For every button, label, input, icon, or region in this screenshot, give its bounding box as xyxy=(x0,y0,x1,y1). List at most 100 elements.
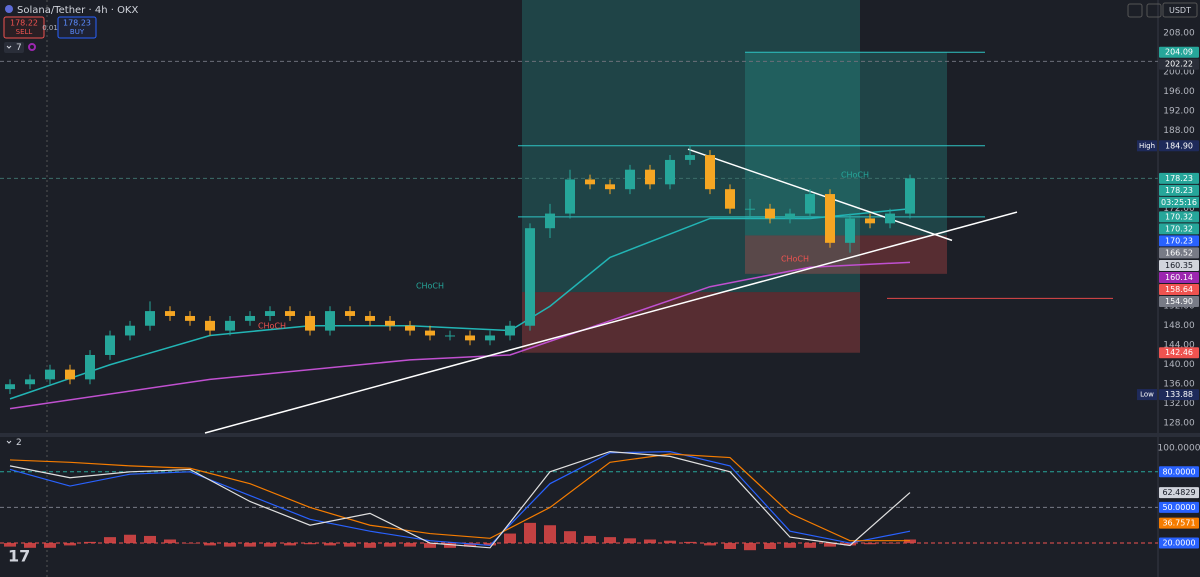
fullscreen-button[interactable] xyxy=(1146,3,1162,18)
chevron xyxy=(6,45,12,49)
candle-body xyxy=(205,320,215,331)
candle-body xyxy=(585,179,595,185)
histogram-bar xyxy=(224,543,236,547)
annotation: CHoCH xyxy=(781,255,809,264)
extreme-label: Low xyxy=(1140,391,1154,399)
sell-button[interactable] xyxy=(3,16,45,39)
buy-price: 178.23 xyxy=(63,19,91,28)
histogram-bar xyxy=(4,543,16,547)
currency-selector[interactable] xyxy=(1162,2,1198,18)
indicator-toggle[interactable] xyxy=(4,42,24,53)
candle-body xyxy=(865,218,875,224)
histogram-bar xyxy=(484,543,496,546)
candle-body xyxy=(445,335,455,337)
price-tag-label: 184.90 xyxy=(1165,141,1193,150)
candle-body xyxy=(145,311,155,326)
price-tag xyxy=(1159,296,1199,308)
candle-body xyxy=(485,335,495,341)
candle-body xyxy=(185,315,195,321)
sell-label: SELL xyxy=(16,28,33,36)
candle-body xyxy=(665,159,675,185)
price-tag-label: 133.88 xyxy=(1165,390,1193,399)
histogram-bar xyxy=(724,543,736,549)
oscillator-line xyxy=(9,451,911,547)
price-tag-label: 62.4829 xyxy=(1162,488,1195,497)
annotation: CHoCH xyxy=(841,171,869,180)
price-tag xyxy=(1159,272,1199,284)
histogram-bar xyxy=(444,543,456,548)
y-tick-label: 192.00 xyxy=(1163,107,1195,117)
candle-body xyxy=(125,325,135,336)
histogram-bar xyxy=(664,540,676,544)
y-tick-label: 188.00 xyxy=(1163,126,1195,136)
price-tag xyxy=(1159,184,1199,196)
y-tick-label: 200.00 xyxy=(1163,68,1195,78)
y-tick-label: 144.00 xyxy=(1163,341,1195,351)
histogram-bar xyxy=(364,543,376,548)
candle-body xyxy=(565,179,575,214)
indicator-count: 7 xyxy=(16,43,22,53)
candle-body xyxy=(765,208,775,219)
countdown: 03:25:16 xyxy=(1161,198,1197,207)
histogram-bar xyxy=(424,543,436,548)
candle-body xyxy=(385,320,395,326)
candle-body xyxy=(85,354,95,380)
countdown-tag xyxy=(1159,196,1199,208)
candle-body xyxy=(365,315,375,321)
histogram-bar xyxy=(44,543,56,548)
price-tag xyxy=(1159,260,1199,272)
oscillator-line xyxy=(9,453,910,542)
overlay-line xyxy=(204,211,1018,434)
logo: 17 xyxy=(8,547,30,566)
histogram-bar xyxy=(564,531,576,544)
histogram-bar xyxy=(124,534,136,544)
candle-body xyxy=(885,213,895,224)
candle-body xyxy=(5,384,15,390)
candle-body xyxy=(465,335,475,341)
histogram-bar xyxy=(704,543,716,546)
histogram-bar xyxy=(584,535,596,544)
stop-zone xyxy=(522,292,860,353)
price-tag xyxy=(1159,211,1199,223)
candle-body xyxy=(505,325,515,336)
candle-body xyxy=(685,155,695,160)
y-tick-label: 208.00 xyxy=(1163,29,1195,39)
histogram-bar xyxy=(604,537,616,544)
candle-body xyxy=(305,315,315,331)
histogram-bar xyxy=(164,539,176,544)
price-tag xyxy=(1159,389,1199,401)
candle-body xyxy=(725,189,735,209)
download-button[interactable] xyxy=(1127,3,1143,18)
price-tag-label: 80.0000 xyxy=(1162,467,1195,476)
histogram-bar xyxy=(544,525,556,544)
candle-body xyxy=(545,213,555,229)
histogram-bar xyxy=(864,543,876,545)
price-tag xyxy=(1159,58,1199,70)
annotation: CHoCH xyxy=(258,322,286,331)
buy-button[interactable] xyxy=(57,16,97,39)
candle-body xyxy=(285,311,295,316)
histogram-bar xyxy=(804,543,816,548)
price-tag-label: 50.0000 xyxy=(1162,503,1195,512)
currency: USDT xyxy=(1169,6,1191,15)
price-tag-label: 178.23 xyxy=(1165,186,1193,195)
candle-body xyxy=(45,369,55,380)
price-tag xyxy=(1159,466,1199,478)
annotation: CHoCH xyxy=(416,282,444,291)
price-tag-label: 160.14 xyxy=(1165,273,1193,282)
histogram-bar xyxy=(204,543,216,546)
osc-indicator-count[interactable]: 2 xyxy=(16,438,22,448)
histogram-bar xyxy=(344,543,356,547)
chevron xyxy=(6,440,12,444)
price-tag xyxy=(1159,537,1199,549)
candle-body xyxy=(325,311,335,331)
symbol-title[interactable]: Solana/Tether · 4h · OKX xyxy=(17,5,138,16)
candle-body xyxy=(105,335,115,355)
price-tag xyxy=(1159,223,1199,235)
histogram-bar xyxy=(144,535,156,544)
price-tag xyxy=(1159,284,1199,296)
histogram-bar xyxy=(184,543,196,544)
candle-body xyxy=(605,184,615,190)
price-tag xyxy=(1159,247,1199,259)
